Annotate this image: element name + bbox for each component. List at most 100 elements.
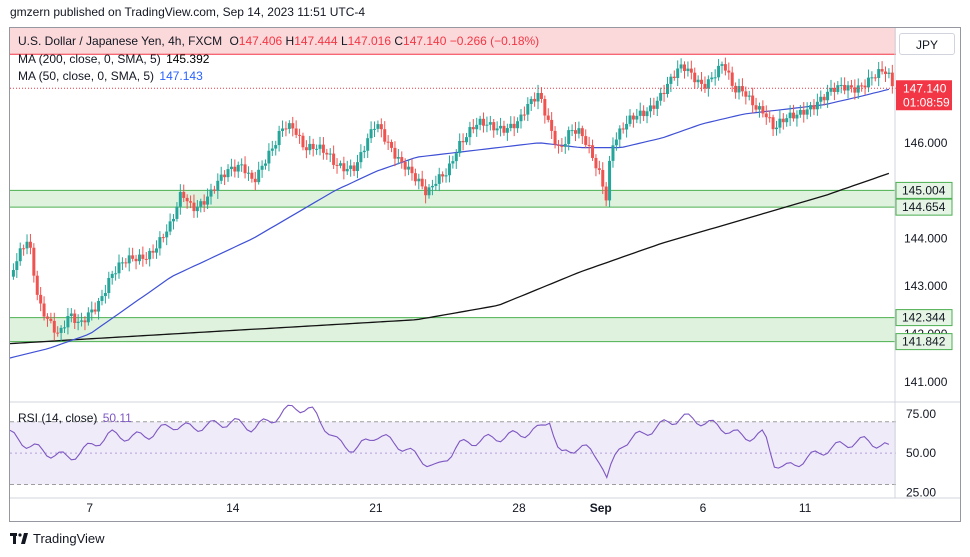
candle-body (376, 124, 380, 129)
candle-body (539, 92, 543, 99)
rsi-tick-label: 50.00 (906, 446, 936, 460)
last-price-label: 147.140 (903, 81, 947, 95)
candle-body (90, 309, 94, 313)
currency-button[interactable]: JPY (899, 33, 955, 55)
time-tick-label: 11 (799, 501, 812, 515)
low-value: 147.016 (347, 34, 392, 48)
candle-body (35, 275, 39, 295)
candle-body (567, 130, 571, 144)
candle-body (168, 221, 172, 232)
candle-body (863, 85, 867, 88)
candle-body (689, 68, 693, 73)
candle-body (604, 186, 608, 201)
candle-body (158, 237, 162, 249)
candle-body (700, 79, 704, 84)
candle-body (83, 320, 87, 323)
candle-body (471, 127, 475, 130)
candle-body (107, 277, 111, 294)
footer[interactable]: TradingView (10, 531, 105, 546)
candle-body (475, 124, 479, 130)
candle-body (185, 197, 189, 202)
candle-body (686, 68, 690, 72)
price-tick-label: 143.000 (904, 279, 948, 293)
tradingview-logo-icon (10, 532, 28, 544)
candle-body (703, 83, 707, 89)
candle-body (216, 180, 220, 191)
footer-brand: TradingView (33, 531, 105, 546)
candle-body (301, 135, 305, 148)
candle-body (505, 128, 509, 133)
candle-body (764, 113, 768, 118)
ma50-label: MA (50, close, 0, SMA, 5) (18, 69, 155, 83)
candle-body (502, 125, 506, 133)
candle-body (461, 141, 465, 143)
candle-body (294, 128, 298, 135)
candle-body (744, 91, 748, 97)
candle-body (257, 169, 261, 183)
main-legend[interactable]: U.S. Dollar / Japanese Yen, 4h, FXCM O14… (18, 34, 539, 48)
candle-body (584, 136, 588, 145)
candle-body (597, 168, 601, 170)
candle-body (832, 87, 836, 92)
candle-body (69, 313, 73, 317)
candle-body (120, 262, 124, 264)
time-tick-label: 6 (700, 501, 707, 515)
candle-body (812, 105, 816, 110)
candle-body (774, 127, 778, 130)
candle-body (117, 262, 121, 274)
candle-body (556, 144, 560, 146)
candle-body (683, 64, 687, 72)
candle-body (260, 165, 264, 170)
candle-body (103, 293, 107, 297)
candle-body (345, 168, 349, 172)
candle-body (778, 118, 782, 128)
candle-body (560, 145, 564, 147)
candle-body (110, 273, 114, 278)
candle-body (662, 92, 666, 95)
candle-body (771, 117, 775, 130)
candle-body (151, 250, 155, 253)
candle-body (713, 77, 717, 79)
ma50-legend[interactable]: MA (50, close, 0, SMA, 5) 147.143 (18, 69, 203, 83)
candle-body (482, 118, 486, 126)
candle-body (492, 122, 496, 131)
candle-body (63, 327, 67, 329)
candle-body (277, 130, 281, 146)
time-tick-label: 28 (512, 501, 526, 515)
candle-body (100, 296, 104, 301)
candle-body (325, 152, 329, 155)
candle-body (628, 115, 632, 124)
candle-body (427, 187, 431, 196)
candle-body (495, 128, 499, 131)
candle-body (137, 254, 141, 262)
candle-body (849, 85, 853, 88)
candle-body (727, 70, 731, 73)
candle-body (349, 165, 353, 169)
candle-body (822, 96, 826, 101)
candle-body (424, 186, 428, 196)
ma50-value: 147.143 (159, 69, 203, 83)
ma200-legend[interactable]: MA (200, close, 0, SMA, 5) 145.392 (18, 52, 209, 66)
candle-body (308, 143, 312, 151)
candle-body (485, 124, 489, 126)
candle-body (97, 300, 101, 312)
candle-body (148, 250, 152, 260)
candle-body (645, 111, 649, 117)
zone-price-tag (895, 181, 953, 199)
candle-body (114, 273, 118, 275)
candle-body (601, 169, 605, 187)
time-tick-label: Sep (590, 501, 612, 515)
time-tick-label: 7 (86, 501, 93, 515)
candle-body (338, 163, 342, 166)
zone-1 (10, 317, 896, 342)
candle-body (124, 262, 128, 264)
candle-body (243, 164, 247, 174)
candle-body (757, 106, 761, 110)
candle-body (154, 248, 158, 253)
rsi-legend[interactable]: RSI (14, close) 50.11 (18, 411, 132, 425)
candle-body (543, 98, 547, 116)
candle-body (223, 174, 227, 178)
candle-body (798, 109, 802, 115)
candle-body (420, 178, 424, 187)
